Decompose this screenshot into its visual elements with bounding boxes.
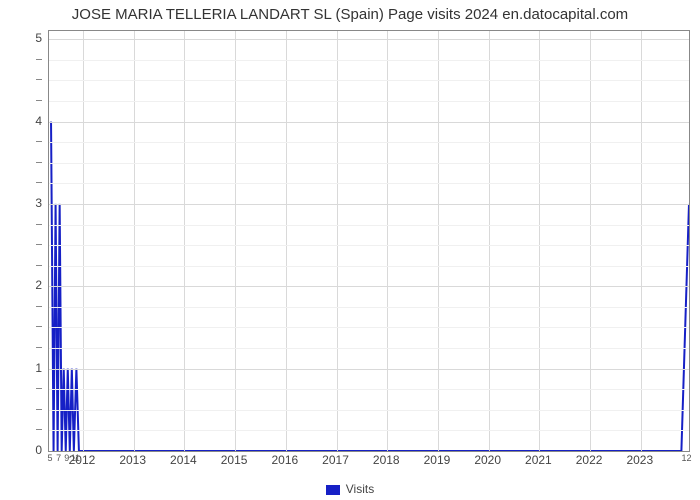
x-tick-label: 2022 — [576, 454, 603, 466]
grid-horizontal-minor — [49, 389, 689, 390]
grid-horizontal-minor — [49, 80, 689, 81]
x-tick-label: 2020 — [474, 454, 501, 466]
x-tick-label: 2015 — [221, 454, 248, 466]
grid-vertical — [539, 31, 540, 451]
grid-vertical — [337, 31, 338, 451]
y-minor-tick — [36, 182, 42, 183]
y-minor-tick — [36, 326, 42, 327]
grid-horizontal-minor — [49, 327, 689, 328]
grid-horizontal-minor — [49, 307, 689, 308]
x-tick-label: 2014 — [170, 454, 197, 466]
y-minor-tick — [36, 409, 42, 410]
grid-horizontal-minor — [49, 410, 689, 411]
line-series — [49, 31, 689, 451]
grid-vertical — [286, 31, 287, 451]
grid-horizontal — [49, 369, 689, 370]
grid-horizontal-minor — [49, 142, 689, 143]
x-tick-label: 2018 — [373, 454, 400, 466]
grid-horizontal-minor — [49, 430, 689, 431]
x-tick-label: 2016 — [271, 454, 298, 466]
grid-horizontal — [49, 39, 689, 40]
x-tick-label: 2023 — [626, 454, 653, 466]
grid-vertical — [641, 31, 642, 451]
x-tick-minor-label: 12 — [681, 454, 691, 463]
y-minor-tick — [36, 79, 42, 80]
legend-label: Visits — [346, 482, 374, 496]
grid-horizontal-minor — [49, 60, 689, 61]
x-tick-minor-label: 11 — [71, 454, 80, 463]
x-tick-label: 2013 — [119, 454, 146, 466]
y-minor-tick — [36, 388, 42, 389]
grid-horizontal-minor — [49, 101, 689, 102]
y-tick-label: 5 — [10, 32, 42, 44]
y-minor-tick — [36, 224, 42, 225]
y-minor-tick — [36, 347, 42, 348]
grid-horizontal-minor — [49, 163, 689, 164]
y-minor-tick — [36, 306, 42, 307]
y-tick-label: 1 — [10, 362, 42, 374]
grid-horizontal — [49, 204, 689, 205]
x-tick-label: 2019 — [424, 454, 451, 466]
grid-vertical — [387, 31, 388, 451]
x-tick-label: 2021 — [525, 454, 552, 466]
grid-vertical — [184, 31, 185, 451]
grid-vertical — [489, 31, 490, 451]
x-tick-label: 2017 — [322, 454, 349, 466]
chart-title: JOSE MARIA TELLERIA LANDART SL (Spain) P… — [0, 6, 700, 23]
grid-horizontal — [49, 286, 689, 287]
grid-horizontal-minor — [49, 348, 689, 349]
y-minor-tick — [36, 244, 42, 245]
y-minor-tick — [36, 100, 42, 101]
legend-swatch — [326, 485, 340, 495]
y-minor-tick — [36, 162, 42, 163]
y-tick-label: 0 — [10, 444, 42, 456]
x-tick-minor-label: 7 — [56, 454, 61, 463]
y-tick-label: 3 — [10, 197, 42, 209]
grid-vertical — [235, 31, 236, 451]
grid-vertical — [590, 31, 591, 451]
y-minor-tick — [36, 265, 42, 266]
x-tick-minor-label: 5 — [48, 454, 53, 463]
grid-horizontal-minor — [49, 266, 689, 267]
chart-container: JOSE MARIA TELLERIA LANDART SL (Spain) P… — [0, 0, 700, 500]
grid-vertical — [83, 31, 84, 451]
y-minor-tick — [36, 429, 42, 430]
grid-horizontal — [49, 122, 689, 123]
grid-horizontal-minor — [49, 225, 689, 226]
grid-horizontal-minor — [49, 245, 689, 246]
y-tick-label: 4 — [10, 115, 42, 127]
y-tick-label: 2 — [10, 279, 42, 291]
grid-horizontal-minor — [49, 183, 689, 184]
y-minor-tick — [36, 141, 42, 142]
grid-vertical — [134, 31, 135, 451]
grid-vertical — [438, 31, 439, 451]
plot-area — [48, 30, 690, 452]
legend: Visits — [0, 482, 700, 496]
x-tick-minor-label: 9 — [64, 454, 69, 463]
y-minor-tick — [36, 59, 42, 60]
